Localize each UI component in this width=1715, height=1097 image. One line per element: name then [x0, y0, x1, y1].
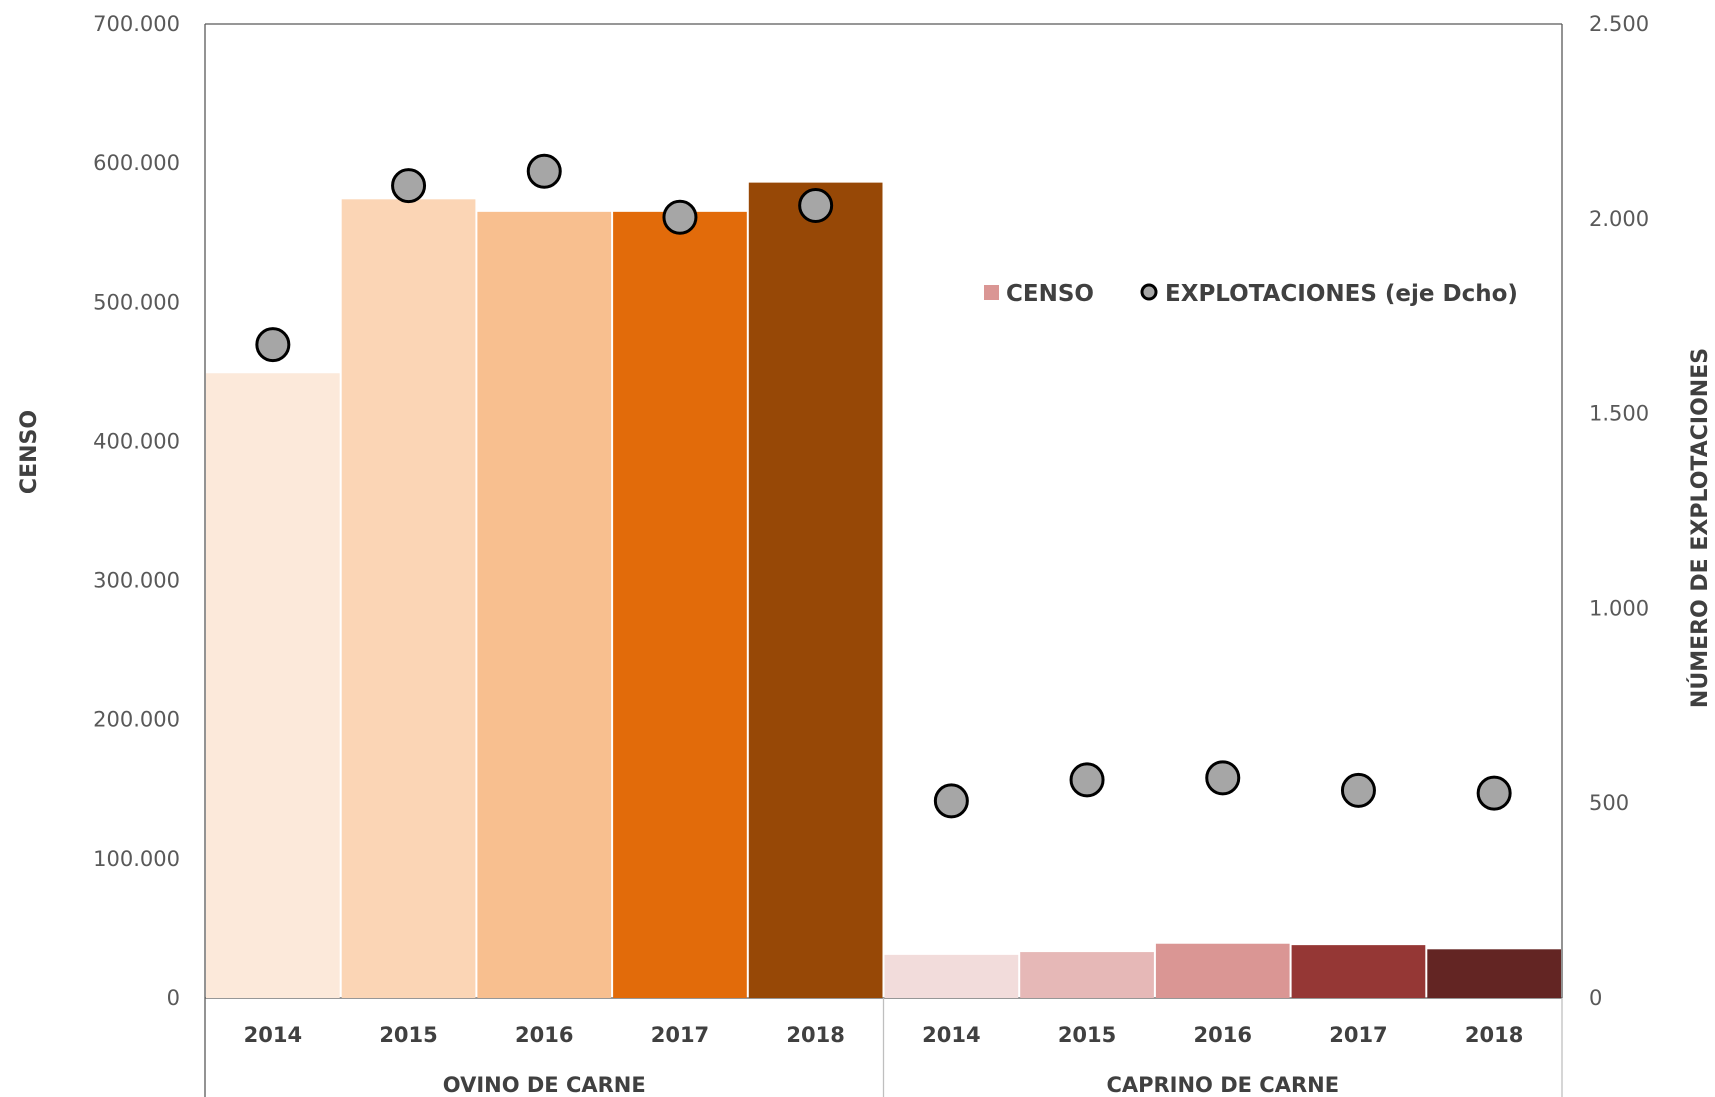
left-axis-ticks: 0 100.000 200.000 300.000 400.000 500.000 600.… [93, 12, 180, 1010]
censo-bars [206, 182, 1561, 999]
left-axis-title: CENSO [17, 410, 42, 494]
legend: CENSO EXPLOTACIONES (eje Dcho) [984, 281, 1518, 307]
marker-explotaciones-1 [391, 168, 427, 204]
legend-explotaciones-marker [1140, 283, 1158, 301]
group-label-1: CAPRINO DE CARNE [1106, 1073, 1339, 1097]
bar-censo-3 [613, 211, 747, 999]
category-label: 2015 [1058, 1023, 1116, 1047]
left-tick-label: 100.000 [93, 847, 180, 871]
category-label: 2017 [1329, 1023, 1387, 1047]
left-tick-label: 600.000 [93, 151, 180, 175]
bar-censo-6 [1020, 952, 1154, 998]
bar-censo-2 [477, 211, 612, 999]
category-label: 2017 [651, 1023, 709, 1047]
bar-censo-8 [1291, 945, 1426, 998]
explotaciones-markers [255, 153, 1512, 819]
marker-explotaciones-3 [662, 199, 698, 235]
left-tick-label: 0 [167, 986, 180, 1010]
left-tick-label: 300.000 [93, 569, 180, 593]
right-tick-label: 2.000 [1589, 207, 1649, 231]
group-labels: OVINO DE CARNE CAPRINO DE CARNE [443, 1073, 1339, 1097]
marker-explotaciones-8 [1340, 772, 1376, 808]
group-label-0: OVINO DE CARNE [443, 1073, 646, 1097]
marker-explotaciones-7 [1205, 760, 1241, 796]
category-label: 2016 [515, 1023, 573, 1047]
category-label: 2014 [922, 1023, 980, 1047]
right-axis-title: NÚMERO DE EXPLOTACIONES [1687, 348, 1713, 708]
bar-censo-4 [748, 182, 883, 998]
right-tick-label: 2.500 [1589, 12, 1649, 36]
category-label: 2015 [379, 1023, 437, 1047]
right-tick-label: 500 [1589, 791, 1629, 815]
legend-explotaciones-label: EXPLOTACIONES (eje Dcho) [1165, 281, 1518, 307]
bar-censo-0 [206, 373, 340, 999]
category-label: 2016 [1194, 1023, 1252, 1047]
marker-explotaciones-9 [1476, 775, 1512, 811]
marker-explotaciones-6 [1069, 762, 1105, 798]
category-label: 2014 [244, 1023, 302, 1047]
marker-explotaciones-0 [255, 327, 291, 363]
left-tick-label: 700.000 [93, 12, 180, 36]
bar-censo-7 [1155, 943, 1290, 998]
marker-explotaciones-5 [933, 783, 969, 819]
right-tick-label: 1.000 [1589, 596, 1649, 620]
bar-censo-5 [884, 954, 1019, 998]
marker-explotaciones-4 [798, 188, 834, 224]
marker-explotaciones-2 [526, 153, 562, 189]
category-label: 2018 [1465, 1023, 1523, 1047]
right-axis-ticks: 0 500 1.000 1.500 2.000 2.500 [1589, 12, 1649, 1010]
left-tick-label: 500.000 [93, 290, 180, 314]
bar-censo-9 [1427, 949, 1561, 998]
category-label: 2018 [786, 1023, 844, 1047]
category-labels: 2014 2015 2016 2017 2018 2014 2015 2016 2017 2018 [244, 1023, 1524, 1047]
left-tick-label: 200.000 [93, 708, 180, 732]
legend-censo-swatch [984, 285, 999, 300]
right-tick-label: 1.500 [1589, 402, 1649, 426]
left-tick-label: 400.000 [93, 429, 180, 453]
bar-censo-1 [341, 199, 476, 998]
right-tick-label: 0 [1589, 986, 1602, 1010]
legend-censo-label: CENSO [1006, 281, 1094, 307]
